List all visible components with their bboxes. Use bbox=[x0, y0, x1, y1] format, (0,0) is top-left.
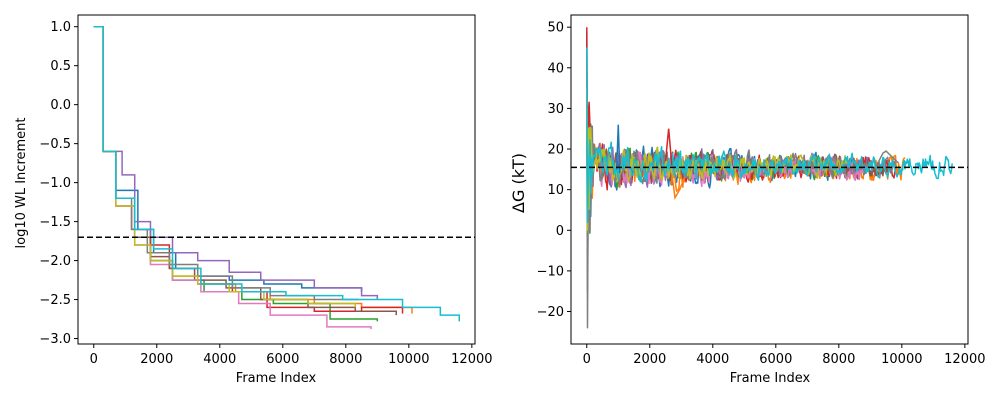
left-y-tick-label: −3.0 bbox=[39, 332, 71, 347]
right-x-tick-label: 6000 bbox=[759, 352, 792, 367]
right-y-axis-label: ΔG (kT) bbox=[509, 153, 528, 213]
left-x-tick-label: 8000 bbox=[329, 352, 362, 367]
right-y-tick-label: −20 bbox=[537, 305, 564, 320]
left-axes-frame bbox=[77, 14, 476, 345]
left-series-line-10 bbox=[93, 25, 460, 322]
right-x-axis-label: Frame Index bbox=[730, 371, 811, 386]
right-y-tick-label: 40 bbox=[547, 61, 564, 76]
right-x-tick-label: 12000 bbox=[944, 352, 985, 367]
right-series-line-10 bbox=[586, 47, 953, 223]
right-y-tick-label: 30 bbox=[547, 102, 564, 117]
right-chart-panel: 0 2000 4000 6000 8000 10000 12000 −20 −10 0 10 20 30… bbox=[537, 14, 986, 367]
left-x-tick-label: 4000 bbox=[203, 352, 236, 367]
right-series-1-spike bbox=[615, 124, 621, 174]
left-plot-area bbox=[93, 25, 460, 330]
left-series-line-5 bbox=[93, 25, 379, 300]
left-chart-panel: 0 2000 4000 6000 8000 10000 12000 −3.0 −2.5 −2.0 −… bbox=[39, 14, 493, 367]
left-x-tick-label: 2000 bbox=[140, 352, 173, 367]
left-x-tick-label: 6000 bbox=[266, 352, 299, 367]
left-x-tick-label: 10000 bbox=[388, 352, 429, 367]
right-x-tick-label: 0 bbox=[583, 352, 591, 367]
right-y-tick-label: 20 bbox=[547, 143, 564, 158]
right-axes-frame bbox=[570, 14, 969, 345]
right-series-2-dip bbox=[671, 173, 686, 201]
right-x-tick-label: 8000 bbox=[822, 352, 855, 367]
right-y-tick-label: 50 bbox=[547, 21, 564, 36]
left-y-tick-label: −2.5 bbox=[39, 293, 71, 308]
right-x-tick-label: 2000 bbox=[633, 352, 666, 367]
right-series-8-bump bbox=[875, 150, 900, 166]
left-y-tick-label: −1.5 bbox=[39, 215, 71, 230]
right-y-tick-label: 0 bbox=[556, 224, 564, 239]
left-y-tick-label: 1.0 bbox=[50, 20, 71, 35]
left-y-tick-label: 0.5 bbox=[50, 59, 71, 74]
left-x-tick-label: 0 bbox=[90, 352, 98, 367]
left-y-tick-label: −1.0 bbox=[39, 176, 71, 191]
left-x-tick-label: 12000 bbox=[451, 352, 492, 367]
left-y-tick-label: 0.0 bbox=[50, 98, 71, 113]
left-x-axis-label: Frame Index bbox=[236, 371, 317, 386]
left-y-axis-label: log10 WL Increment bbox=[14, 118, 29, 249]
right-x-tick-label: 4000 bbox=[696, 352, 729, 367]
right-series-4-spike bbox=[664, 128, 673, 166]
left-y-tick-label: −0.5 bbox=[39, 137, 71, 152]
left-y-tick-label: −2.0 bbox=[39, 254, 71, 269]
right-y-tick-label: 10 bbox=[547, 183, 564, 198]
right-x-tick-label: 10000 bbox=[881, 352, 922, 367]
right-y-tick-label: −10 bbox=[537, 264, 564, 279]
